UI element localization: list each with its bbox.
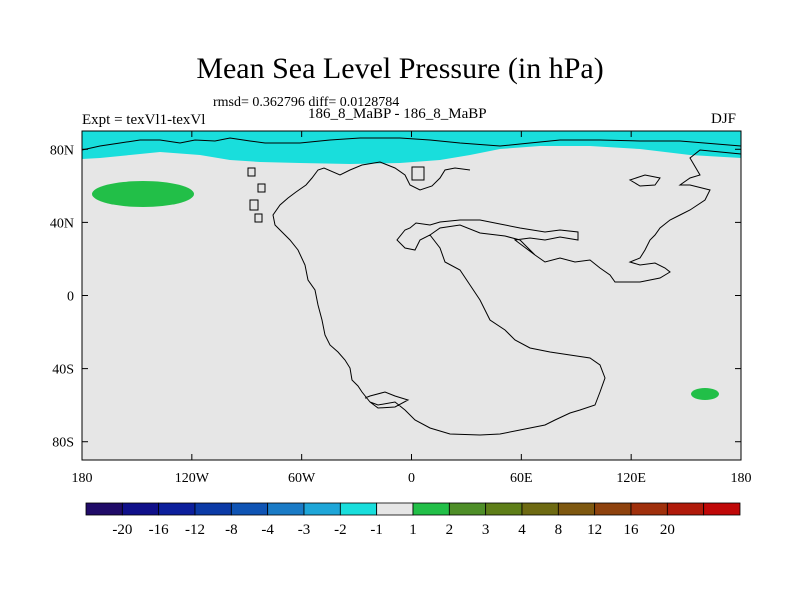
x-tick-label: 0 <box>408 471 415 486</box>
north-pacific-anomaly-region <box>92 181 194 207</box>
colorbar-label: -3 <box>298 522 311 538</box>
colorbar-swatch <box>557 502 596 516</box>
colorbar-label: -20 <box>112 522 132 538</box>
colorbar-label: 8 <box>555 522 563 538</box>
y-tick-label: 0 <box>67 290 74 305</box>
colorbar-swatch <box>85 502 123 516</box>
colorbar-swatch <box>376 502 414 516</box>
colorbar-swatch <box>703 502 741 516</box>
colorbar-label: 16 <box>624 522 640 538</box>
continent-outline <box>81 137 742 436</box>
colorbar-swatch <box>412 502 450 516</box>
colorbar-label: -12 <box>185 522 205 538</box>
stats-label: rmsd= 0.362796 diff= 0.0128784 <box>213 95 400 110</box>
colorbar-swatch <box>448 502 487 516</box>
x-tick-label: 120W <box>175 471 210 486</box>
colorbar-swatch <box>121 502 160 516</box>
y-axis: 80N 40N 0 40S 80S <box>50 143 741 451</box>
x-tick-label: 120E <box>616 471 646 486</box>
chart-title: Mean Sea Level Pressure (in hPa) <box>196 52 604 85</box>
y-tick-label: 80S <box>52 436 74 451</box>
colorbar-label: -8 <box>225 522 238 538</box>
colorbar-label: 2 <box>446 522 454 538</box>
x-tick-label: 180 <box>731 471 752 486</box>
colorbar-swatch <box>158 502 196 516</box>
colorbar-label: 3 <box>482 522 490 538</box>
colorbar-label: 4 <box>518 522 526 538</box>
arctic-anomaly-region <box>82 131 741 164</box>
colorbar-label: -1 <box>370 522 383 538</box>
colorbar-label: 12 <box>587 522 602 538</box>
colorbar-swatch <box>303 502 341 516</box>
experiment-label: Expt = texVl1-texVl <box>82 112 206 128</box>
colorbar-label: -16 <box>149 522 169 538</box>
x-axis: 180 120W 60W 0 60E 120E 180 <box>72 131 752 486</box>
y-tick-label: 40S <box>52 363 74 378</box>
colorbar-swatch <box>630 502 668 516</box>
season-label: DJF <box>711 111 737 127</box>
colorbar-swatch <box>230 502 269 516</box>
colorbar-swatch <box>194 502 232 516</box>
colorbar-label: 1 <box>409 522 417 538</box>
y-tick-label: 40N <box>50 216 74 231</box>
x-tick-label: 60E <box>510 471 533 486</box>
colorbar-swatch <box>594 502 632 516</box>
south-pacific-anomaly-region <box>691 388 719 400</box>
y-tick-label: 80N <box>50 143 74 158</box>
colorbar-label: -4 <box>261 522 274 538</box>
x-tick-label: 60W <box>288 471 316 486</box>
colorbar-label: 20 <box>660 522 675 538</box>
colorbar-swatch <box>485 502 523 516</box>
colorbar-label: -2 <box>334 522 347 538</box>
period-label: 186_8_MaBP - 186_8_MaBP <box>308 106 487 122</box>
x-tick-label: 180 <box>72 471 93 486</box>
colorbar-swatch <box>267 502 305 516</box>
colorbar-swatch <box>666 502 705 516</box>
colorbar-swatch <box>339 502 378 516</box>
colorbar-swatch <box>521 502 559 516</box>
colorbar: -20 -16 -12 -8 -4 -3 -2 -1 1 2 3 4 8 12 16 20 <box>85 502 741 538</box>
